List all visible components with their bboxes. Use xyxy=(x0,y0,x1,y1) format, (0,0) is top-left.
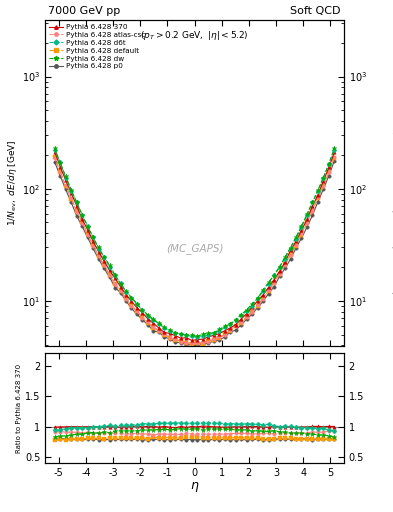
Text: Soft QCD: Soft QCD xyxy=(290,6,341,16)
Y-axis label: $1/N_{\mathrm{ev}},\ dE/d\eta\ [\mathrm{GeV}]$: $1/N_{\mathrm{ev}},\ dE/d\eta\ [\mathrm{… xyxy=(6,140,19,226)
Y-axis label: Ratio to Pythia 6.428 370: Ratio to Pythia 6.428 370 xyxy=(16,364,22,453)
Text: Rivet 3.1.10, ≥ 2M events: Rivet 3.1.10, ≥ 2M events xyxy=(391,98,393,170)
Text: mcplots.cern.ch [arXiv:1306.3436]: mcplots.cern.ch [arXiv:1306.3436] xyxy=(391,202,393,294)
Legend: Pythia 6.428 370, Pythia 6.428 atlas-csc, Pythia 6.428 d6t, Pythia 6.428 default: Pythia 6.428 370, Pythia 6.428 atlas-csc… xyxy=(48,23,147,71)
Text: 7000 GeV pp: 7000 GeV pp xyxy=(48,6,120,16)
Text: (MC_GAPS): (MC_GAPS) xyxy=(166,243,223,253)
X-axis label: $\eta$: $\eta$ xyxy=(190,480,199,494)
Text: $(p_T > 0.2\ \mathrm{GeV},\ |\eta| < 5.2)$: $(p_T > 0.2\ \mathrm{GeV},\ |\eta| < 5.2… xyxy=(140,29,249,41)
